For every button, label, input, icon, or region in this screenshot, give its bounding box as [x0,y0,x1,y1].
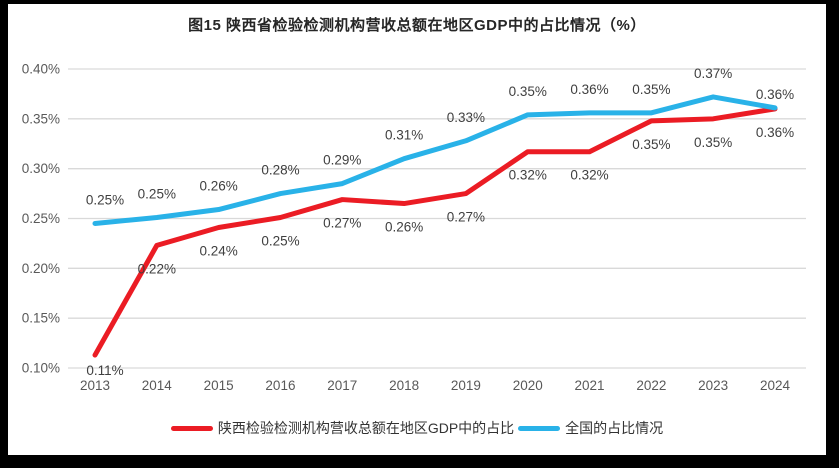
y-axis-tick-label: 0.20% [22,261,60,276]
x-axis-tick-label: 2021 [575,378,605,393]
legend-label-national: 全国的占比情况 [565,420,664,436]
legend-label-shaanxi: 陕西检验检测机构营收总额在地区GDP中的占比 [217,420,515,436]
chart-title: 图15 陕西省检验检测机构营收总额在地区GDP中的占比情况（%） [188,17,646,34]
data-point-label: 0.11% [86,363,123,378]
x-axis-tick-label: 2022 [636,378,666,393]
data-point-label: 0.26% [385,220,423,235]
data-point-label: 0.25% [138,187,176,202]
x-axis-tick-label: 2017 [327,378,357,393]
y-axis-tick-label: 0.25% [22,211,60,226]
data-point-label: 0.37% [694,66,732,81]
data-point-label: 0.22% [138,261,176,276]
x-axis-tick-label: 2014 [142,378,173,393]
data-point-label: 0.25% [261,234,299,249]
data-point-label: 0.32% [509,168,547,183]
x-axis-tick-label: 2018 [389,378,419,393]
data-point-label: 0.36% [756,87,794,102]
x-axis-tick-label: 2020 [513,378,543,393]
data-point-label: 0.28% [261,163,299,178]
data-point-label: 0.35% [632,137,670,152]
y-axis-tick-label: 0.35% [22,111,60,126]
data-point-label: 0.27% [323,216,361,231]
chart-panel: 图15 陕西省检验检测机构营收总额在地区GDP中的占比情况（%） 0.40% 0.… [8,4,826,455]
y-axis-tick-label: 0.40% [22,62,60,77]
x-axis-tick-label: 2023 [698,378,728,393]
data-point-label: 0.35% [632,82,670,97]
blue-line-swatch-icon [518,425,561,431]
data-point-label: 0.26% [199,179,237,194]
data-point-label: 0.36% [570,82,608,97]
data-point-label: 0.35% [509,84,547,99]
x-axis-tick-label: 2024 [760,378,791,393]
data-point-label: 0.35% [694,135,732,150]
red-line-swatch-icon [170,425,213,431]
data-point-label: 0.31% [385,128,423,143]
x-axis-tick-label: 2016 [265,378,295,393]
legend-item-shaanxi: 陕西检验检测机构营收总额在地区GDP中的占比 [170,418,515,438]
data-point-label: 0.27% [447,210,485,225]
data-point-label: 0.32% [570,168,608,183]
y-axis-tick-label: 0.15% [22,311,60,326]
x-axis-tick-label: 2015 [204,378,234,393]
data-point-label: 0.36% [756,125,794,140]
data-point-label: 0.25% [86,192,124,207]
national-series-line [92,94,778,226]
data-point-label: 0.33% [447,110,485,125]
shaanxi-series-line [92,106,778,358]
line-chart-plot-area: 0.40% 0.35% 0.30% 0.25% 0.20% 0.15% 0.10% 2013 2… [22,62,806,393]
x-axis-tick-label: 2019 [451,378,481,393]
data-point-label: 0.24% [199,243,237,258]
y-axis-tick-label: 0.10% [22,361,60,376]
legend-item-national: 全国的占比情况 [518,418,663,438]
chart-legend: 陕西检验检测机构营收总额在地区GDP中的占比 全国的占比情况 [8,418,826,438]
y-axis-tick-label: 0.30% [22,161,60,176]
x-axis-tick-label: 2013 [80,378,110,393]
data-point-label: 0.29% [323,153,361,168]
